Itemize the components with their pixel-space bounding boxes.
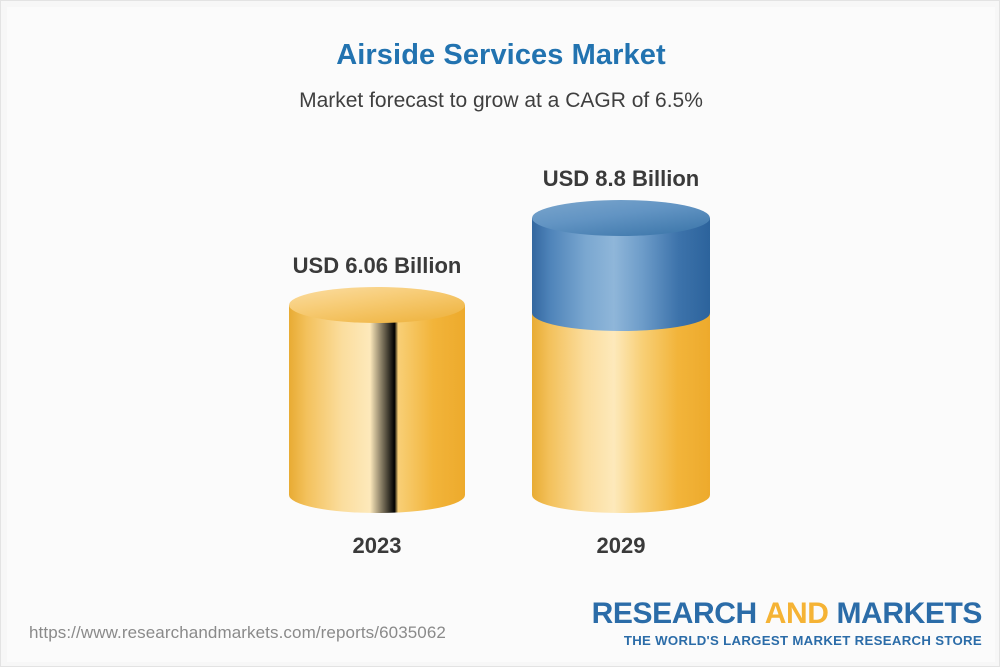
page-subtitle: Market forecast to grow at a CAGR of 6.5… <box>299 89 703 112</box>
bar-cylinder-2023 <box>289 287 465 519</box>
brand-logo-word-markets: MARKETS <box>836 597 982 630</box>
bar-category-label-2029: 2029 <box>596 533 646 558</box>
brand-logo-word-research: RESEARCH <box>591 597 758 630</box>
source-url[interactable]: https://www.researchandmarkets.com/repor… <box>29 623 446 642</box>
bar-cylinder-2029 <box>532 200 710 519</box>
brand-logo[interactable]: RESEARCH AND MARKETS THE WORLD'S LARGEST… <box>591 597 983 648</box>
brand-logo-tagline: THE WORLD'S LARGEST MARKET RESEARCH STOR… <box>623 633 982 648</box>
bar-value-label-2029: USD 8.8 Billion <box>542 166 700 191</box>
brand-logo-word-and: AND <box>764 597 829 630</box>
bar-value-label-2023: USD 6.06 Billion <box>292 253 462 278</box>
chart-canvas <box>7 7 995 662</box>
bar-category-label-2023: 2023 <box>352 533 402 558</box>
brand-logo-wordmark: RESEARCH AND MARKETS <box>591 597 983 630</box>
page-title: Airside Services Market <box>336 39 666 71</box>
